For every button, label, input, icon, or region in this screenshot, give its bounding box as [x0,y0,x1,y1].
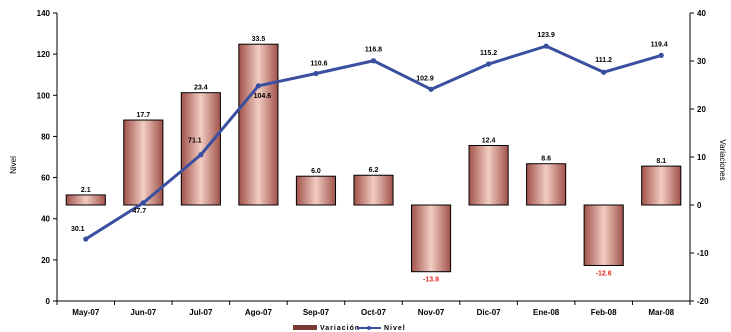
line-data-label: 119.4 [651,41,668,48]
line-point [140,200,146,206]
legend-line-label: Nivel [384,325,406,332]
bar-data-label: 8.1 [656,158,666,165]
line-data-label: 111.2 [595,57,612,64]
bar [583,204,624,266]
line-point [428,86,434,92]
line-data-label: 30.1 [71,226,85,233]
line-series [83,43,664,242]
line-point [485,61,492,67]
x-tick-label: Ago-07 [245,308,273,317]
nivel-line [84,44,662,241]
axes: 0 20 40 60 80 100 120 140 -20 -10 0 10 20 30 40 May-07 J… [37,9,709,317]
x-tick-label: Mar-08 [648,308,674,317]
bar-data-label: -12.6 [596,270,612,277]
y-tick-label: 120 [37,50,51,59]
legend: Variación Nivel [293,325,406,332]
bar [641,165,682,206]
bar [295,175,337,206]
line-point [198,152,204,158]
line-data-label: 110.6 [310,60,327,67]
y2-tick-label: -20 [697,297,709,306]
bar [410,204,452,273]
x-tick-label: Ene-08 [533,308,560,317]
legend-bar-label: Variación [320,325,360,332]
y2-tick-label: 40 [697,9,706,18]
bar-data-label: 12.4 [482,137,496,144]
line-point [370,58,377,64]
bar-data-label: 33.5 [252,36,266,43]
legend-line-marker [367,326,371,330]
y-tick-label: 0 [46,297,51,306]
line-data-label: 123.9 [537,32,555,39]
bar [238,43,279,206]
y2-tick-label: 20 [697,105,706,114]
line-data-label: 71.1 [188,138,202,145]
y-tick-label: 60 [41,174,50,183]
line-point [543,43,549,49]
line-point [601,69,607,75]
x-tick-label: Nov-07 [418,308,445,317]
bar-data-label: 23.4 [194,85,208,92]
y2-tick-label: 0 [697,201,702,210]
x-tick-label: Jul-07 [189,308,213,317]
y-tick-label: 20 [41,256,50,265]
y2-axis-title: Variaciones [718,139,727,180]
y-axis-title: Nivel [9,156,18,174]
bar [468,144,509,206]
bar-data-label: 6.2 [369,167,379,174]
x-tick-label: May-07 [72,308,100,317]
bar-data-label: -13.9 [423,277,439,284]
line-point [255,83,262,89]
line-data-label: 115.2 [480,50,497,57]
y-tick-label: 40 [41,215,50,224]
legend-bar-swatch [293,325,317,330]
bar [180,92,221,206]
y2-tick-label: -10 [697,249,709,258]
data-labels: 2.1 17.7 23.4 33.5 6.0 6.2 -13.9 12.4 8.6 -12.6 8.… [71,32,668,284]
bar-data-label: 6.0 [311,168,321,175]
x-tick-label: Oct-07 [361,308,386,317]
y2-tick-label: 10 [697,153,706,162]
y2-tick-label: 30 [697,57,706,66]
y-tick-label: 80 [41,132,50,141]
line-data-label: 116.8 [365,47,382,54]
bars-series [65,43,682,273]
bar [353,174,394,206]
bar-data-label: 8.6 [541,156,551,163]
x-tick-label: Feb-08 [591,308,617,317]
x-tick-label: Dic-07 [477,308,502,317]
line-data-label: 102.9 [416,75,434,82]
line-data-label: 47.7 [133,208,147,215]
bar [526,163,567,206]
y-tick-label: 100 [37,91,51,100]
y-tick-label: 140 [37,9,51,18]
line-point [83,236,89,242]
x-tick-label: Sep-07 [303,308,330,317]
line-data-label: 104.6 [254,93,272,100]
line-point [313,70,319,77]
bar-data-label: 2.1 [81,187,91,194]
line-point [658,52,664,58]
x-tick-label: Jun-07 [130,308,156,317]
bar-data-label: 17.7 [137,112,151,119]
bar [65,194,106,206]
